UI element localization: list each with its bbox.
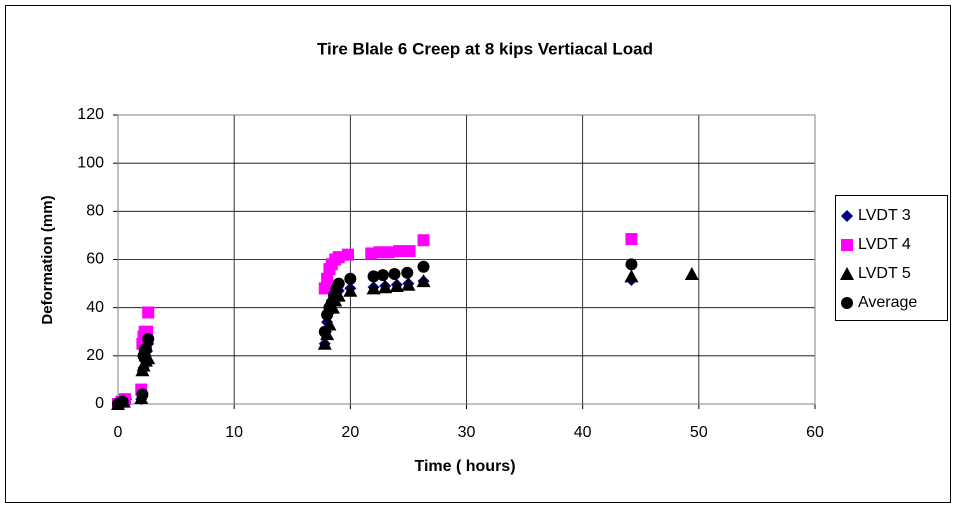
point: [318, 282, 331, 295]
y-tick-label: 60: [86, 251, 104, 268]
point: [142, 306, 155, 319]
y-tick-label: 20: [86, 347, 104, 364]
x-tick-label: 10: [225, 424, 243, 441]
point: [367, 270, 380, 283]
point: [139, 342, 152, 355]
point: [136, 388, 149, 401]
y-tick-label: 80: [86, 203, 104, 220]
point: [321, 272, 334, 285]
point: [376, 269, 389, 282]
legend-label: Average: [858, 294, 917, 311]
point: [344, 272, 357, 285]
legend-marker: [841, 239, 853, 251]
x-tick-label: 0: [114, 424, 123, 441]
legend-marker: [841, 297, 853, 309]
point: [393, 245, 406, 258]
y-tick-label: 100: [77, 154, 104, 171]
x-tick-label: 30: [458, 424, 476, 441]
point: [417, 260, 430, 273]
point: [378, 280, 393, 294]
legend-marker: [840, 267, 854, 280]
x-tick-label: 40: [574, 424, 592, 441]
point: [403, 245, 416, 258]
legend-marker: [841, 210, 853, 222]
chart-title: Tire Blale 6 Creep at 8 kips Vertiacal L…: [317, 39, 653, 58]
point: [318, 325, 331, 338]
point: [416, 274, 431, 288]
legend-label: LVDT 3: [858, 207, 911, 224]
point: [332, 251, 345, 264]
point: [417, 234, 430, 247]
x-tick-label: 50: [690, 424, 708, 441]
y-tick-label: 0: [95, 395, 104, 412]
point: [317, 336, 332, 350]
point: [342, 248, 355, 261]
point: [116, 395, 129, 408]
x-axis-label: Time ( hours): [414, 458, 515, 475]
point: [625, 233, 638, 246]
point: [625, 258, 638, 271]
y-axis-label: Deformation (mm): [39, 195, 56, 324]
point: [366, 281, 381, 295]
point: [142, 332, 155, 345]
chart-border: [5, 5, 951, 503]
plot-border: [117, 114, 816, 405]
point: [684, 266, 699, 280]
legend-box: [835, 195, 948, 321]
point: [624, 269, 639, 283]
legend-label: LVDT 4: [858, 236, 911, 253]
point: [343, 283, 358, 297]
point: [389, 278, 404, 292]
y-tick-label: 120: [77, 106, 104, 123]
x-tick-label: 20: [341, 424, 359, 441]
point: [401, 277, 416, 291]
x-tick-label: 60: [806, 424, 824, 441]
point: [373, 246, 386, 259]
point: [401, 266, 414, 279]
y-tick-label: 40: [86, 299, 104, 316]
point: [388, 267, 401, 280]
point: [332, 277, 345, 290]
legend-label: LVDT 5: [858, 265, 911, 282]
point: [382, 246, 395, 259]
